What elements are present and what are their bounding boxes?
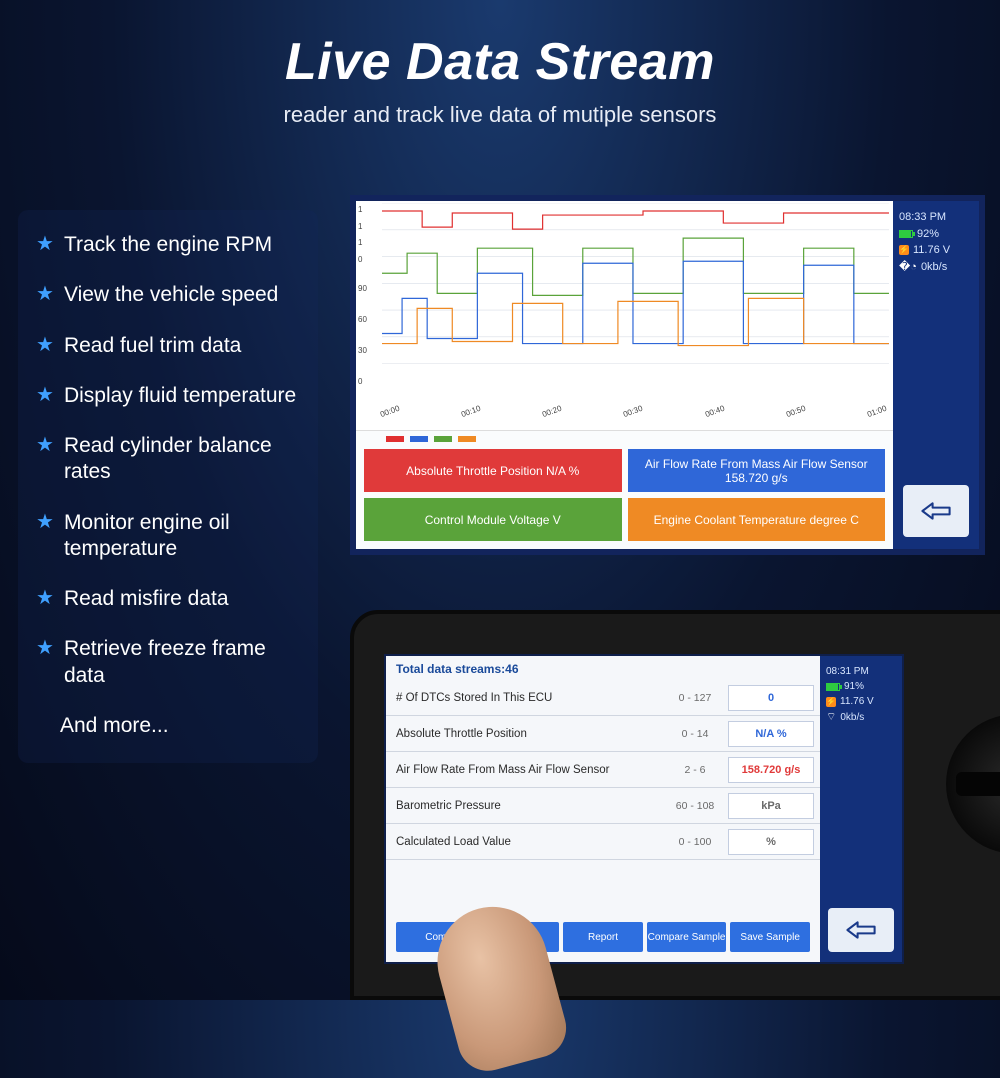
feature-item: Retrieve freeze frame data (64, 636, 302, 689)
wifi-icon: ⌔ (826, 709, 836, 726)
back-button[interactable] (903, 485, 969, 537)
feature-item: Track the engine RPM (64, 232, 272, 258)
sensor-tile[interactable]: Air Flow Rate From Mass Air Flow Sensor … (628, 449, 886, 492)
feature-item: Read cylinder balance rates (64, 433, 302, 486)
sensor-tile[interactable]: Absolute Throttle Position N/A % (364, 449, 622, 492)
sensor-tile[interactable]: Control Module Voltage V (364, 498, 622, 541)
feature-item: View the vehicle speed (64, 282, 278, 308)
data-row[interactable]: # Of DTCs Stored In This ECU0 - 1270 (386, 680, 820, 716)
battery-icon (899, 230, 913, 238)
data-row[interactable]: Absolute Throttle Position0 - 14N/A % (386, 716, 820, 752)
feature-item: Read fuel trim data (64, 333, 241, 359)
star-icon: ★ (36, 636, 54, 689)
data-row[interactable]: Barometric Pressure60 - 108kPa (386, 788, 820, 824)
sensor-tiles: Absolute Throttle Position N/A %Air Flow… (356, 431, 893, 549)
chart-legend (386, 436, 476, 442)
feature-item: And more... (60, 713, 169, 739)
wifi-icon: �◔ (899, 259, 917, 276)
feature-list: ★ Track the engine RPM ★ View the vehicle … (18, 210, 318, 763)
voltage-icon: ⚡ (826, 697, 836, 707)
star-icon: ★ (36, 433, 54, 486)
feature-item: Read misfire data (64, 586, 229, 612)
star-icon: ★ (36, 282, 54, 308)
star-icon: ★ (36, 586, 54, 612)
clock: 08:33 PM (899, 209, 973, 226)
data-row[interactable]: Calculated Load Value0 - 100% (386, 824, 820, 860)
action-button[interactable]: Report (563, 922, 643, 952)
star-icon: ★ (36, 232, 54, 258)
feature-item: Display fluid temperature (64, 383, 296, 409)
action-button[interactable]: Compare Sample (647, 922, 727, 952)
battery-icon (826, 683, 840, 691)
voltage-icon: ⚡ (899, 245, 909, 255)
action-button[interactable]: Save Sample (730, 922, 810, 952)
star-icon: ★ (36, 333, 54, 359)
live-chart[interactable]: 1 1 1 0 90 60 30 0 00:0000:1000:2000:300… (356, 201, 893, 431)
clock: 08:31 PM (826, 664, 896, 679)
feature-item: Monitor engine oil temperature (64, 510, 302, 563)
sensor-tile[interactable]: Engine Coolant Temperature degree C (628, 498, 886, 541)
handheld-device: Total data streams:46 # Of DTCs Stored I… (350, 610, 1000, 1000)
star-icon: ★ (36, 510, 54, 563)
dpad-control[interactable] (946, 714, 1000, 854)
star-icon: ★ (36, 383, 54, 409)
data-row[interactable]: Air Flow Rate From Mass Air Flow Sensor2… (386, 752, 820, 788)
hero-title: Live Data Stream (0, 0, 1000, 92)
status-sidebar: 08:33 PM 92% ⚡11.76 V �◔0kb/s (893, 201, 979, 549)
stream-count: Total data streams:46 (386, 656, 820, 680)
hero-subtitle: reader and track live data of mutiple se… (0, 92, 1000, 128)
status-sidebar: 08:31 PM 91% ⚡11.76 V ⌔0kb/s (820, 656, 902, 962)
graph-screen: 1 1 1 0 90 60 30 0 00:0000:1000:2000:300… (350, 195, 985, 555)
back-button[interactable] (828, 908, 894, 952)
